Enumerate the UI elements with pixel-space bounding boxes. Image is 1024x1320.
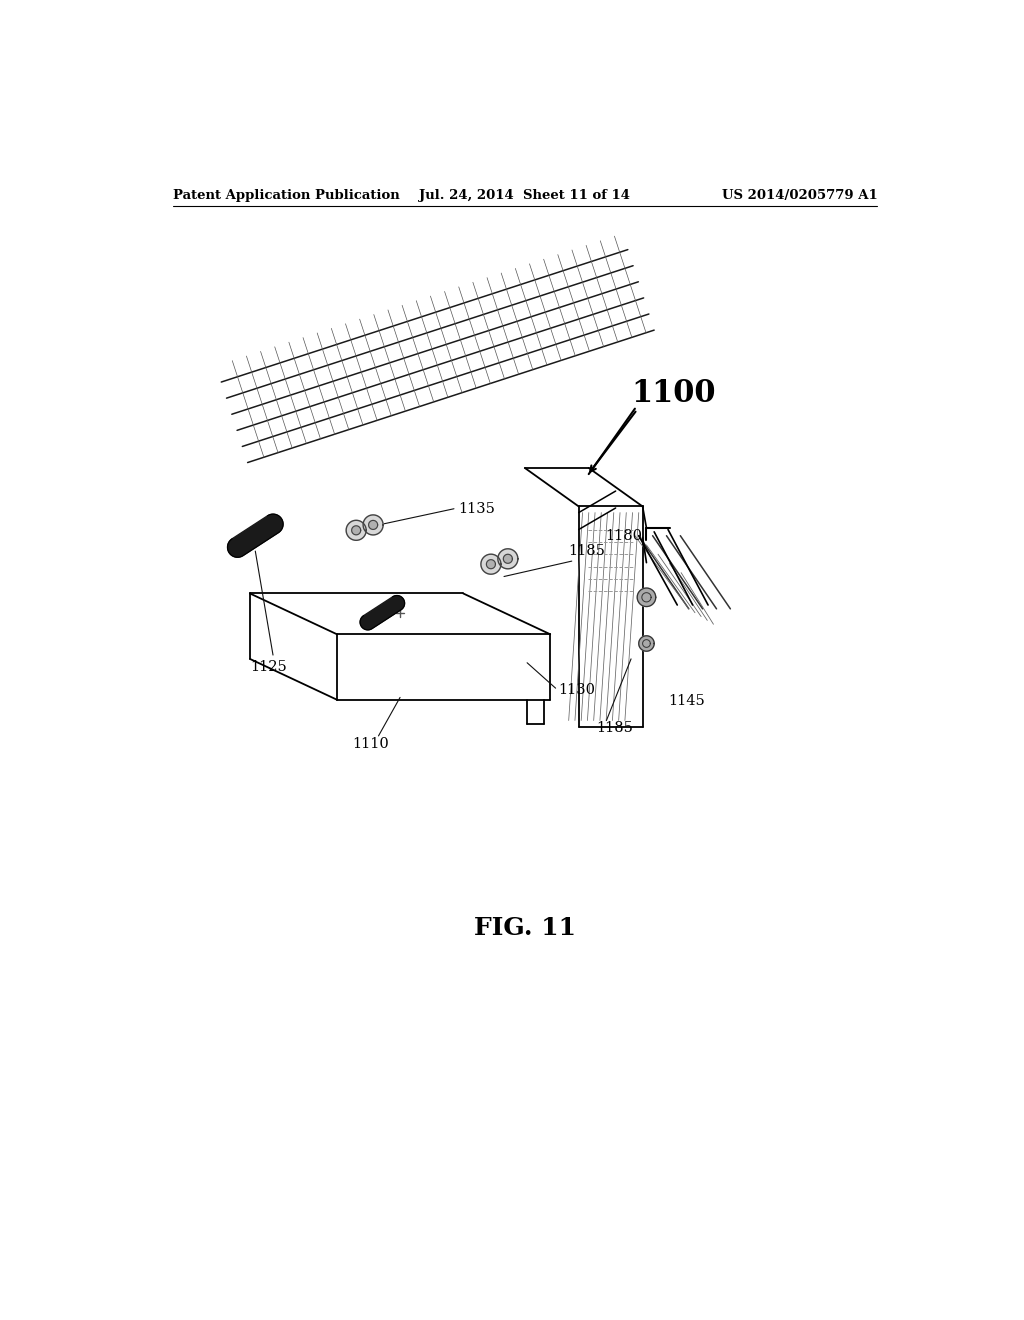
Polygon shape <box>360 595 404 630</box>
Text: FIG. 11: FIG. 11 <box>474 916 575 940</box>
Text: Patent Application Publication: Patent Application Publication <box>173 189 399 202</box>
Text: 1185: 1185 <box>596 721 633 735</box>
Polygon shape <box>639 636 654 651</box>
Polygon shape <box>227 515 283 557</box>
Text: 1100: 1100 <box>631 378 716 409</box>
Polygon shape <box>346 520 367 540</box>
Polygon shape <box>486 560 496 569</box>
Text: 1185: 1185 <box>568 544 605 558</box>
Text: 1145: 1145 <box>668 694 705 709</box>
Polygon shape <box>504 554 512 564</box>
Text: 1130: 1130 <box>558 682 595 697</box>
Text: US 2014/0205779 A1: US 2014/0205779 A1 <box>722 189 878 202</box>
Text: Jul. 24, 2014  Sheet 11 of 14: Jul. 24, 2014 Sheet 11 of 14 <box>419 189 631 202</box>
Polygon shape <box>498 549 518 569</box>
Polygon shape <box>637 589 655 606</box>
Text: 1135: 1135 <box>458 502 495 516</box>
Text: 1180: 1180 <box>605 529 642 543</box>
Text: 1110: 1110 <box>352 737 389 751</box>
Polygon shape <box>351 525 360 535</box>
Polygon shape <box>369 520 378 529</box>
Text: 1125: 1125 <box>250 660 287 673</box>
Polygon shape <box>364 515 383 535</box>
Polygon shape <box>481 554 501 574</box>
